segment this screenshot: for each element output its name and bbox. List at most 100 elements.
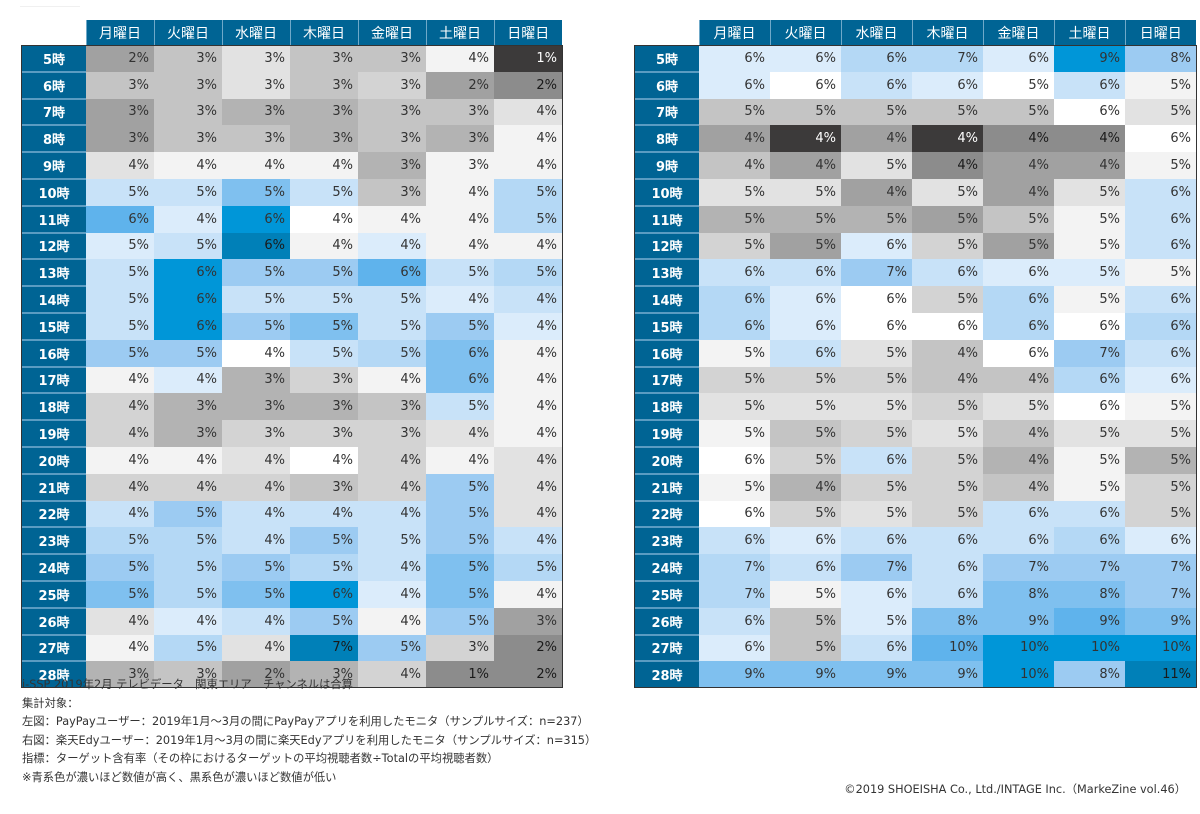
heat-cell: 4% — [358, 661, 426, 688]
row-header: 16時 — [22, 338, 86, 367]
heat-cell: 6% — [770, 312, 841, 340]
heat-cell: 5% — [154, 339, 222, 367]
heat-cell: 5% — [770, 232, 841, 260]
heat-cell: 6% — [841, 527, 912, 555]
heat-cell: 4% — [699, 125, 770, 153]
heat-cell: 5% — [1125, 259, 1196, 287]
heat-cell: 4% — [154, 366, 222, 394]
heat-cell: 6% — [770, 554, 841, 581]
heat-cell: 5% — [841, 339, 912, 367]
heat-cell: 7% — [912, 46, 983, 72]
heat-cell: 5% — [912, 446, 983, 474]
table-row: 11時 5% 5% 5% 5% 5% 5% 6% — [635, 204, 1196, 233]
heat-cell: 5% — [841, 500, 912, 528]
heat-cell: 6% — [1125, 205, 1196, 233]
heat-cell: 9% — [770, 661, 841, 688]
table-row: 21時 4% 4% 4% 3% 4% 5% 4% — [22, 472, 562, 501]
table-row: 12時 5% 5% 6% 5% 5% 5% 6% — [635, 231, 1196, 260]
heat-cell: 6% — [1125, 178, 1196, 206]
table-row: 14時 6% 6% 6% 5% 6% 5% 6% — [635, 285, 1196, 313]
row-header: 18時 — [635, 392, 699, 421]
heat-cell: 5% — [841, 420, 912, 447]
table-row: 11時 6% 4% 6% 4% 4% 4% 5% — [22, 204, 562, 233]
heat-cell: 4% — [154, 152, 222, 179]
heat-cell: 4% — [86, 607, 154, 635]
heat-cell: 4% — [358, 500, 426, 528]
row-header: 6時 — [635, 70, 699, 99]
heat-cell: 6% — [699, 286, 770, 313]
heat-cell: 5% — [494, 554, 562, 581]
table-row: 6時 6% 6% 6% 6% 5% 6% 5% — [635, 70, 1196, 99]
heat-cell: 5% — [1125, 446, 1196, 474]
heat-cell: 1% — [426, 661, 494, 688]
heat-cell: 4% — [770, 152, 841, 179]
heat-cell: 3% — [290, 661, 358, 688]
heat-cell: 5% — [770, 607, 841, 635]
heat-cell: 3% — [86, 661, 154, 688]
heat-cell: 4% — [86, 366, 154, 394]
heat-cell: 3% — [290, 366, 358, 394]
heat-cell: 4% — [154, 446, 222, 474]
heat-cell: 5% — [770, 98, 841, 126]
heat-cell: 8% — [983, 580, 1054, 608]
table-row: 27時 4% 5% 4% 7% 5% 3% 2% — [22, 633, 562, 662]
heat-cell: 5% — [426, 312, 494, 340]
heat-cell: 4% — [699, 152, 770, 179]
heat-cell: 3% — [358, 46, 426, 72]
heat-cell: 5% — [983, 205, 1054, 233]
heat-cell: 8% — [1125, 46, 1196, 72]
heat-cell: 9% — [912, 661, 983, 688]
heat-cell: 5% — [912, 286, 983, 313]
heat-cell: 5% — [154, 580, 222, 608]
heat-cell: 6% — [1125, 366, 1196, 394]
heat-cell: 6% — [222, 232, 290, 260]
heat-cell: 4% — [358, 580, 426, 608]
heat-cell: 3% — [222, 366, 290, 394]
table-row: 5時 6% 6% 6% 7% 6% 9% 8% — [635, 46, 1196, 72]
heat-cell: 5% — [86, 527, 154, 555]
heat-cell: 6% — [841, 71, 912, 99]
heat-cell: 3% — [86, 98, 154, 126]
heat-cell: 5% — [86, 339, 154, 367]
heat-cell: 4% — [358, 607, 426, 635]
table-row: 21時 5% 4% 5% 5% 4% 5% 5% — [635, 472, 1196, 501]
heat-cell: 5% — [770, 366, 841, 394]
heat-cell: 4% — [912, 366, 983, 394]
row-header: 7時 — [635, 97, 699, 126]
table-row: 24時 5% 5% 5% 5% 4% 5% 5% — [22, 553, 562, 581]
note-source: i-SSP 2019年2月 テレビデータ 関東エリア チャンネルは合算 — [22, 678, 353, 691]
heat-cell: 5% — [222, 178, 290, 206]
heat-cell: 5% — [1054, 178, 1125, 206]
table-row: 9時 4% 4% 4% 4% 3% 3% 4% — [22, 151, 562, 179]
heat-cell: 5% — [841, 393, 912, 421]
heat-cell: 4% — [426, 178, 494, 206]
heat-cell: 6% — [699, 634, 770, 662]
heat-cell: 7% — [699, 580, 770, 608]
heat-cell: 5% — [426, 527, 494, 555]
heat-cell: 10% — [1125, 634, 1196, 662]
row-header: 21時 — [22, 472, 86, 501]
heat-cell: 5% — [770, 500, 841, 528]
heat-cell: 5% — [1125, 473, 1196, 501]
heat-cell: 3% — [358, 178, 426, 206]
heat-cell: 2% — [222, 661, 290, 688]
row-header: 22時 — [22, 499, 86, 528]
row-header: 25時 — [635, 579, 699, 608]
heat-cell: 5% — [290, 527, 358, 555]
row-header: 7時 — [22, 97, 86, 126]
heat-cell: 3% — [426, 125, 494, 153]
heat-cell: 4% — [222, 473, 290, 501]
column-header: 木曜日 — [289, 20, 358, 46]
heat-cell: 4% — [426, 420, 494, 447]
heat-cell: 5% — [86, 232, 154, 260]
heat-cell: 6% — [699, 312, 770, 340]
heat-cell: 6% — [154, 312, 222, 340]
row-header: 17時 — [22, 365, 86, 394]
heat-cell: 3% — [426, 152, 494, 179]
heat-cell: 10% — [912, 634, 983, 662]
column-header: 日曜日 — [1124, 20, 1196, 46]
heat-cell: 3% — [290, 473, 358, 501]
row-header: 23時 — [22, 526, 86, 555]
heat-cell: 3% — [154, 46, 222, 72]
heat-cell: 5% — [983, 71, 1054, 99]
